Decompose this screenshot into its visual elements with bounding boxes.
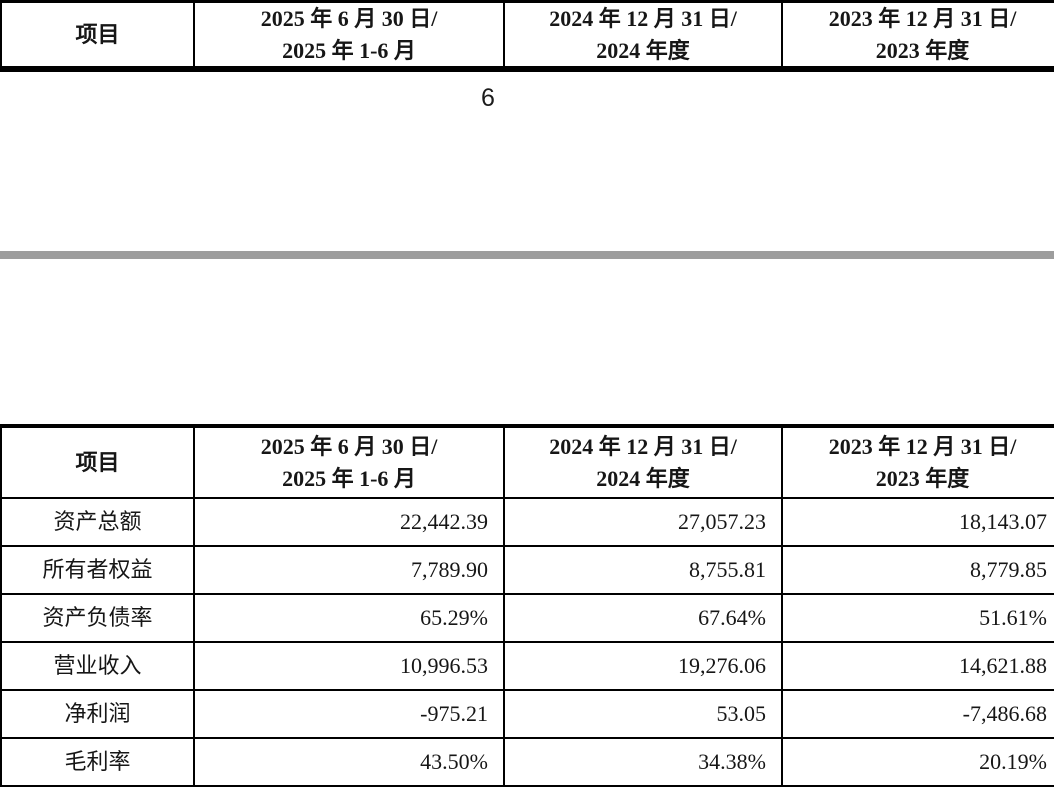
value-2023: -7,486.68 xyxy=(962,701,1047,726)
header-2024-line1: 2024 年 12 月 31 日/ xyxy=(549,5,737,31)
table-row-net-profit: 净利润 -975.21 53.05 -7,486.68 xyxy=(2,691,1054,739)
value-2025: 10,996.53 xyxy=(195,643,505,689)
value-2024: 8,755.81 xyxy=(505,547,783,593)
value-2023: 8,779.85 xyxy=(970,557,1047,582)
header-2023-line2: 2023 年度 xyxy=(875,37,970,63)
table-row-gross-margin: 毛利率 43.50% 34.38% 20.19% xyxy=(2,739,1054,787)
table-header-row: 项目 2025 年 6 月 30 日/ 2025 年 1-6 月 2024 年 … xyxy=(2,3,1054,72)
value-2025: -975.21 xyxy=(195,691,505,737)
value-2023: 51.61% xyxy=(979,605,1047,630)
header-2023-line2: 2023 年度 xyxy=(875,465,970,491)
financial-summary-table: 项目 2025 年 6 月 30 日/ 2025 年 1-6 月 2024 年 … xyxy=(0,424,1054,787)
page-number: 6 xyxy=(481,84,495,112)
header-cell-2024: 2024 年 12 月 31 日/ 2024 年度 xyxy=(505,3,783,66)
header-cell-item: 项目 xyxy=(2,3,195,66)
header-2025-line2: 2025 年 1-6 月 xyxy=(282,465,416,491)
value-2024: 19,276.06 xyxy=(505,643,783,689)
row-label: 营业收入 xyxy=(2,643,195,689)
table-row-owners-equity: 所有者权益 7,789.90 8,755.81 8,779.85 xyxy=(2,547,1054,595)
header-2023-line1: 2023 年 12 月 31 日/ xyxy=(828,433,1017,459)
page-gap-divider xyxy=(0,251,1054,259)
header-cell-2025: 2025 年 6 月 30 日/ 2025 年 1-6 月 xyxy=(195,428,505,497)
table-row-operating-revenue: 营业收入 10,996.53 19,276.06 14,621.88 xyxy=(2,643,1054,691)
header-2025-line2: 2025 年 1-6 月 xyxy=(282,37,416,63)
header-2025-line1: 2025 年 6 月 30 日/ xyxy=(260,433,438,459)
table-header-row: 项目 2025 年 6 月 30 日/ 2025 年 1-6 月 2024 年 … xyxy=(2,428,1054,499)
value-2025: 43.50% xyxy=(195,739,505,785)
table-header-fragment-page6: 项目 2025 年 6 月 30 日/ 2025 年 1-6 月 2024 年 … xyxy=(0,0,1054,72)
header-cell-2023: 2023 年 12 月 31 日/ 2023 年度 xyxy=(783,428,1054,497)
header-2025-line1: 2025 年 6 月 30 日/ xyxy=(260,5,438,31)
header-2024-line1: 2024 年 12 月 31 日/ xyxy=(549,433,737,459)
header-cell-item: 项目 xyxy=(2,428,195,497)
value-2023: 20.19% xyxy=(979,749,1047,774)
value-2024: 34.38% xyxy=(505,739,783,785)
value-2024: 67.64% xyxy=(505,595,783,641)
value-2023: 18,143.07 xyxy=(959,509,1047,534)
header-cell-2023: 2023 年 12 月 31 日/ 2023 年度 xyxy=(783,3,1054,66)
table-row-debt-ratio: 资产负债率 65.29% 67.64% 51.61% xyxy=(2,595,1054,643)
header-2023-line1: 2023 年 12 月 31 日/ xyxy=(828,5,1017,31)
row-label: 资产总额 xyxy=(2,499,195,545)
header-item-label: 项目 xyxy=(75,21,120,47)
table-row-total-assets: 资产总额 22,442.39 27,057.23 18,143.07 xyxy=(2,499,1054,547)
row-label: 净利润 xyxy=(2,691,195,737)
value-2024: 27,057.23 xyxy=(505,499,783,545)
value-2025: 65.29% xyxy=(195,595,505,641)
value-2025: 7,789.90 xyxy=(195,547,505,593)
value-2025: 22,442.39 xyxy=(195,499,505,545)
row-label: 资产负债率 xyxy=(2,595,195,641)
value-2023: 14,621.88 xyxy=(959,653,1047,678)
header-item-label: 项目 xyxy=(75,449,120,475)
value-2024: 53.05 xyxy=(505,691,783,737)
row-label: 毛利率 xyxy=(2,739,195,785)
row-label: 所有者权益 xyxy=(2,547,195,593)
header-2024-line2: 2024 年度 xyxy=(596,37,690,63)
header-2024-line2: 2024 年度 xyxy=(596,465,690,491)
header-cell-2024: 2024 年 12 月 31 日/ 2024 年度 xyxy=(505,428,783,497)
header-cell-2025: 2025 年 6 月 30 日/ 2025 年 1-6 月 xyxy=(195,3,505,66)
